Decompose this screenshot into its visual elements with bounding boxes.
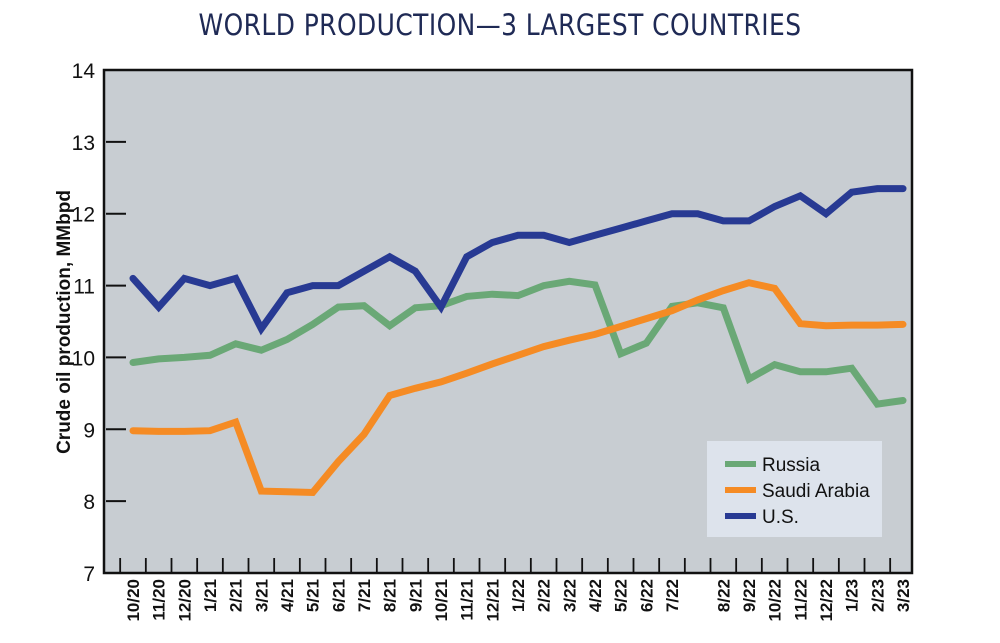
y-axis: 7 8 9 10 11 12 13 14 — [72, 60, 126, 586]
x-tick-label: 4/22 — [586, 579, 605, 612]
plot-frame — [102, 68, 914, 575]
y-tick-label: 11 — [73, 276, 95, 299]
x-tick-label: 8/21 — [381, 579, 400, 612]
x-tick-label: 1/23 — [843, 579, 862, 612]
x-tick-label: 10/22 — [766, 579, 785, 622]
x-tick-label: 12/22 — [817, 579, 836, 622]
legend-label: U.S. — [762, 507, 799, 528]
x-axis: 10/20 11/20 12/20 1/21 2/21 3/21 4/21 5/21 6/21 7… — [119, 558, 913, 622]
x-tick-label: 2/23 — [868, 579, 887, 612]
x-tick-label: 11/20 — [150, 579, 169, 621]
x-tick-label: 9/21 — [406, 579, 425, 612]
x-tick-label: 11/22 — [791, 579, 810, 621]
x-tick-label: 5/21 — [304, 579, 323, 612]
x-tick-label: 6/21 — [329, 579, 348, 612]
x-tick-label: 6/22 — [637, 579, 656, 612]
y-tick-label: 7 — [83, 563, 95, 586]
x-tick-label: 1/22 — [509, 579, 528, 612]
x-tick-label: 12/20 — [175, 579, 194, 622]
x-tick-label: 1/21 — [201, 579, 220, 612]
x-tick-label: 10/21 — [432, 579, 451, 622]
y-tick-label: 9 — [83, 419, 95, 442]
x-tick-label: 3/22 — [560, 579, 579, 612]
series-lines — [129, 185, 907, 497]
y-tick-label: 8 — [83, 491, 95, 514]
x-tick-label: 10/20 — [124, 579, 143, 622]
x-tick-label: 3/21 — [252, 579, 271, 612]
legend-label: Saudi Arabia — [762, 481, 870, 502]
x-tick-label: 2/21 — [227, 579, 246, 612]
x-tick-label: 7/21 — [355, 579, 374, 612]
x-tick-label: 3/23 — [894, 579, 913, 612]
legend-label: Russia — [762, 455, 821, 476]
y-axis-title: Crude oil production, MMbpd — [54, 190, 75, 454]
x-tick-label: 4/21 — [278, 579, 297, 612]
y-tick-label: 10 — [72, 347, 95, 370]
x-tick-label: 8/22 — [714, 579, 733, 612]
y-tick-label: 13 — [72, 132, 95, 155]
chart-title: WORLD PRODUCTION—3 LARGEST COUNTRIES — [198, 8, 802, 42]
x-tick-label: 12/21 — [483, 579, 502, 622]
x-tick-label: 9/22 — [740, 579, 759, 612]
y-tick-label: 12 — [72, 204, 95, 227]
y-tick-label: 14 — [72, 60, 96, 83]
legend: Russia Saudi Arabia U.S. — [707, 441, 882, 537]
x-tick-label: 5/22 — [612, 579, 631, 612]
x-tick-label: 11/21 — [458, 579, 477, 621]
x-tick-label: 2/22 — [535, 579, 554, 612]
x-tick-label: 7/22 — [663, 579, 682, 612]
